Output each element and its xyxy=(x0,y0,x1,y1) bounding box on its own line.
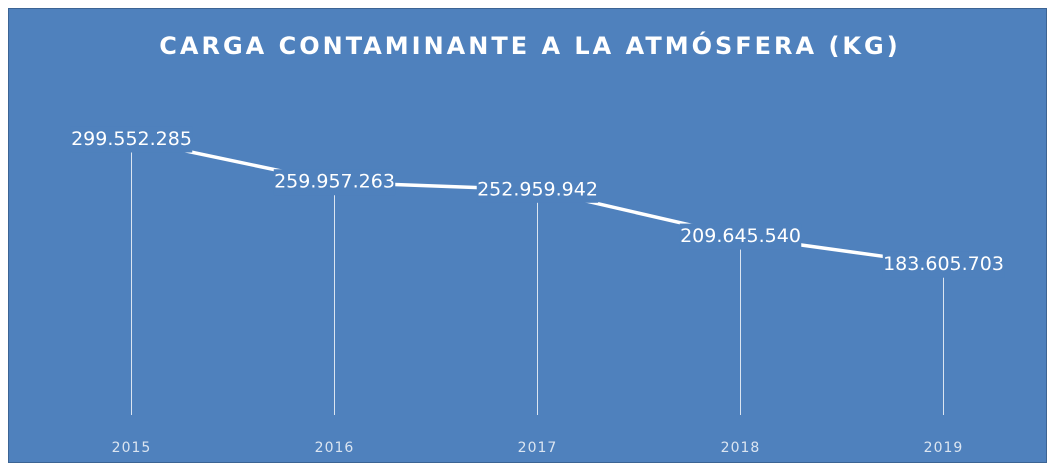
data-label-background xyxy=(273,169,396,196)
x-tick-label: 2018 xyxy=(721,440,761,456)
x-tick-label: 2019 xyxy=(924,440,964,456)
data-label: 299.552.285 xyxy=(71,128,192,150)
x-tick-label: 2016 xyxy=(315,440,355,456)
data-label: 209.645.540 xyxy=(680,225,801,247)
data-label: 252.959.942 xyxy=(477,178,598,200)
data-label-background xyxy=(476,176,599,203)
data-label-background xyxy=(679,223,802,250)
x-tick-label: 2017 xyxy=(518,440,558,456)
x-tick-label: 2015 xyxy=(112,440,152,456)
data-label-background xyxy=(882,251,1005,278)
chart-title: CARGA CONTAMINANTE A LA ATMÓSFERA (KG) xyxy=(159,30,900,60)
data-label: 183.605.703 xyxy=(883,253,1004,275)
data-label-background xyxy=(70,126,193,153)
chart-background xyxy=(8,8,1047,463)
data-label: 259.957.263 xyxy=(274,171,395,193)
